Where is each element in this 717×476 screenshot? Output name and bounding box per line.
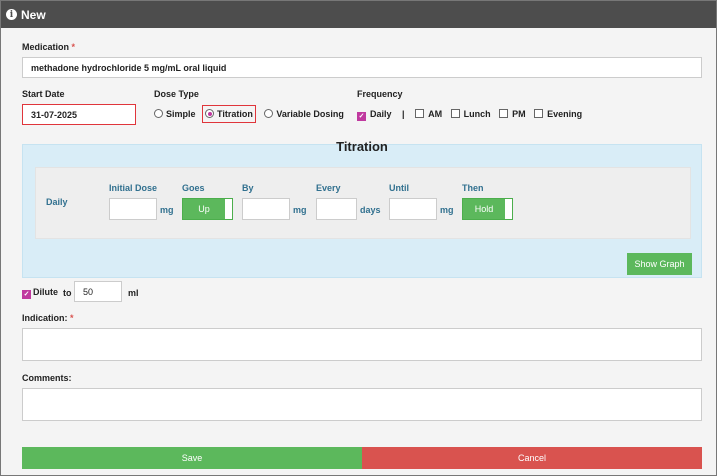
col-by: By	[242, 183, 254, 193]
then-toggle[interactable]: Hold	[462, 198, 513, 220]
titration-panel: Titration Daily Initial Dose mg Goes Up …	[22, 139, 702, 278]
separator: |	[402, 109, 405, 119]
radio-titration[interactable]: Titration	[202, 105, 256, 123]
col-until: Until	[389, 183, 409, 193]
goes-toggle[interactable]: Up	[182, 198, 233, 220]
radio-simple[interactable]: Simple	[154, 109, 196, 119]
radio-variable-dosing[interactable]: Variable Dosing	[264, 109, 344, 119]
col-initial-dose: Initial Dose	[109, 183, 158, 193]
every-input[interactable]	[316, 198, 357, 220]
start-date-input[interactable]: 31-07-2025	[22, 104, 136, 125]
initial-dose-input[interactable]	[109, 198, 157, 220]
show-graph-button[interactable]: Show Graph	[627, 253, 692, 275]
unit-mg: mg	[160, 205, 174, 215]
dose-type-label: Dose Type	[154, 89, 199, 99]
unit-mg: mg	[440, 205, 454, 215]
medication-input[interactable]: methadone hydrochloride 5 mg/mL oral liq…	[22, 57, 702, 78]
dialog-title: New	[21, 7, 46, 22]
titration-title: Titration	[336, 139, 388, 154]
dilute-unit: ml	[128, 288, 139, 298]
dilute-checkbox[interactable]: ✓ Dilute	[22, 287, 59, 299]
comments-textarea[interactable]	[22, 388, 702, 421]
row-label-daily: Daily	[46, 197, 68, 207]
cancel-button[interactable]: Cancel	[362, 447, 702, 469]
checkbox-lunch[interactable]: Lunch	[450, 109, 491, 119]
unit-days: days	[360, 205, 381, 215]
col-then: Then	[462, 183, 484, 193]
col-goes: Goes	[182, 183, 205, 193]
col-every: Every	[316, 183, 341, 193]
frequency-label: Frequency	[357, 89, 403, 99]
checkbox-am[interactable]: AM	[415, 109, 442, 119]
save-button[interactable]: Save	[22, 447, 362, 469]
indication-label: Indication: *	[22, 313, 74, 323]
info-icon: i	[6, 9, 17, 20]
until-input[interactable]	[389, 198, 437, 220]
start-date-label: Start Date	[22, 89, 65, 99]
dilute-to-label: to	[63, 288, 72, 298]
dilute-volume-input[interactable]: 50	[74, 281, 122, 302]
dose-type-group: Simple Titration Variable Dosing	[154, 105, 350, 123]
frequency-group: ✓ Daily | AM Lunch PM Evening	[357, 109, 588, 121]
checkbox-evening[interactable]: Evening	[534, 109, 582, 119]
unit-mg: mg	[293, 205, 307, 215]
indication-textarea[interactable]	[22, 328, 702, 361]
checkbox-daily[interactable]: ✓ Daily	[357, 109, 392, 121]
titration-row: Daily Initial Dose mg Goes Up By mg Ever…	[35, 167, 691, 239]
comments-label: Comments:	[22, 373, 72, 383]
medication-label: Medication *	[22, 42, 76, 52]
title-bar: i New	[1, 1, 716, 28]
checkbox-pm[interactable]: PM	[499, 109, 526, 119]
by-input[interactable]	[242, 198, 290, 220]
